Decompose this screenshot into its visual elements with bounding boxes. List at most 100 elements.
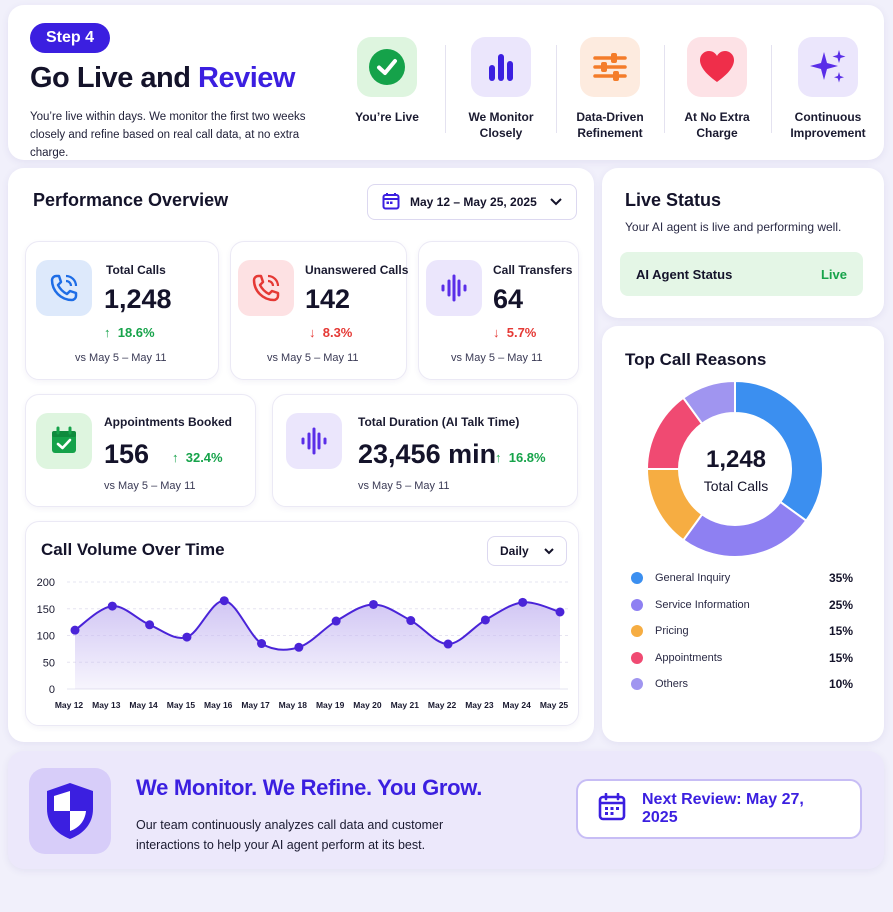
legend-percent: 35% [828, 571, 853, 585]
metric-change: ↑ 16.8% [495, 450, 546, 465]
calendar-check-icon [36, 413, 92, 469]
live-status-title: Live Status [625, 190, 722, 210]
legend-item: Others 10% [631, 676, 853, 692]
sliders-icon [580, 37, 640, 97]
legend-swatch [631, 625, 643, 637]
metric-label: Call Transfers [493, 263, 573, 277]
calendar-icon [382, 192, 400, 213]
next-review-button[interactable]: Next Review: May 27, 2025 [576, 779, 862, 839]
footer-title: We Monitor. We Refine. You Grow. [136, 775, 483, 800]
metric-compare: vs May 5 – May 11 [451, 352, 543, 364]
granularity-select[interactable]: Daily [487, 536, 567, 566]
metric-value: 142 [305, 284, 351, 314]
sparkles-icon [798, 37, 858, 97]
agent-status-row: AI Agent Status Live [620, 252, 863, 296]
title-accent: Review [198, 62, 295, 94]
hero-card: Step 4 Go Live and Review You’re live wi… [8, 5, 884, 160]
metric-value: 1,248 [104, 284, 172, 314]
feature-label: At No Extra Charge [684, 110, 750, 140]
legend-swatch [631, 572, 643, 584]
feature-label: We Monitor Closely [468, 110, 534, 140]
legend-label: Pricing [655, 625, 689, 637]
metric-change-value: 18.6% [117, 325, 155, 340]
legend-label: Others [655, 678, 689, 690]
metric-change-value: 8.3% [322, 325, 353, 340]
heart-icon [687, 37, 747, 97]
divider [445, 45, 446, 133]
feature-label: Data-Driven Refinement [576, 110, 644, 140]
chevron-down-icon [544, 544, 554, 558]
call-reasons-title: Top Call Reasons [625, 350, 767, 369]
arrow-up-icon: ↑ [495, 450, 502, 465]
legend-percent: 10% [828, 677, 853, 691]
feature-improvement: Continuous Improvement [778, 37, 878, 141]
feature-label: You’re Live [355, 110, 419, 124]
divider [556, 45, 557, 133]
legend-percent: 15% [828, 650, 853, 665]
metric-change: ↓ 8.3% [309, 325, 352, 340]
legend-item: Appointments 15% [631, 650, 853, 666]
arrow-up-icon: ↑ [172, 450, 179, 465]
arrow-up-icon: ↑ [104, 325, 111, 340]
metric-change: ↓ 5.7% [493, 325, 536, 340]
metric-label: Total Duration (AI Talk Time) [358, 415, 520, 429]
metric-compare: vs May 5 – May 11 [358, 480, 450, 492]
metric-change-value: 32.4% [185, 450, 223, 465]
hero-description: You’re live within days. We monitor the … [30, 111, 306, 159]
feature-monitor: We Monitor Closely [451, 37, 551, 141]
date-range-value: May 12 – May 25, 2025 [410, 195, 537, 209]
arrow-down-icon: ↓ [493, 325, 500, 340]
donut-center-value: 1,248 [705, 446, 767, 473]
legend-label: Service Information [655, 598, 750, 611]
legend-label: General Inquiry [655, 572, 731, 584]
divider [664, 45, 665, 133]
metric-value: 156 [104, 439, 150, 469]
metric-label: Total Calls [106, 263, 166, 277]
next-review-label: Next Review: May 27, 2025 [642, 791, 804, 826]
call-volume-title: Call Volume Over Time [41, 540, 225, 559]
agent-status-label: AI Agent Status [636, 266, 733, 282]
metric-compare: vs May 5 – May 11 [75, 352, 167, 364]
legend-swatch [631, 651, 643, 664]
feature-no-charge: At No Extra Charge [667, 37, 767, 141]
metric-label: Appointments Booked [104, 415, 232, 429]
title-text: Go Live and [30, 62, 199, 94]
feature-youre-live: You’re Live [337, 37, 437, 125]
legend-percent: 25% [828, 597, 853, 612]
metric-compare: vs May 5 – May 11 [104, 480, 196, 492]
live-status-description: Your AI agent is live and performing wel… [625, 220, 842, 234]
waveform-icon [426, 260, 482, 316]
phone-icon [36, 260, 92, 316]
feature-label: Continuous Improvement [790, 110, 866, 140]
date-range-select[interactable]: May 12 – May 25, 2025 [367, 184, 577, 220]
metric-change: ↑ 32.4% [172, 450, 223, 465]
step-badge: Step 4 [30, 23, 111, 53]
metric-change: ↑ 18.6% [104, 325, 155, 340]
legend-item: Pricing 15% [631, 623, 853, 639]
metric-change-value: 16.8% [508, 450, 546, 465]
donut-center-label: Total Calls [703, 478, 769, 494]
calendar-icon [598, 792, 626, 826]
granularity-value: Daily [500, 544, 529, 558]
legend-swatch [631, 598, 643, 611]
page-title: Go Live and Review [30, 62, 295, 95]
check-circle-icon [357, 37, 417, 97]
legend-label: Appointments [655, 651, 723, 664]
metric-total-calls [25, 241, 219, 380]
footer-description: Our team continuously analyzes call data… [136, 818, 444, 852]
metric-value: 64 [493, 284, 524, 314]
arrow-down-icon: ↓ [309, 325, 316, 340]
metric-label: Unanswered Calls [305, 263, 409, 277]
metric-change-value: 5.7% [506, 325, 537, 340]
bar-chart-icon [471, 37, 531, 97]
legend-item: Service Information 25% [631, 597, 853, 613]
feature-refinement: Data-Driven Refinement [560, 37, 660, 141]
missed-call-icon [238, 260, 294, 316]
legend-swatch [631, 678, 643, 690]
divider [771, 45, 772, 133]
chevron-down-icon [550, 195, 562, 209]
shield-icon [29, 768, 111, 854]
waveform-icon [286, 413, 342, 469]
metric-compare: vs May 5 – May 11 [267, 352, 359, 364]
legend-item: General Inquiry 35% [631, 570, 853, 586]
